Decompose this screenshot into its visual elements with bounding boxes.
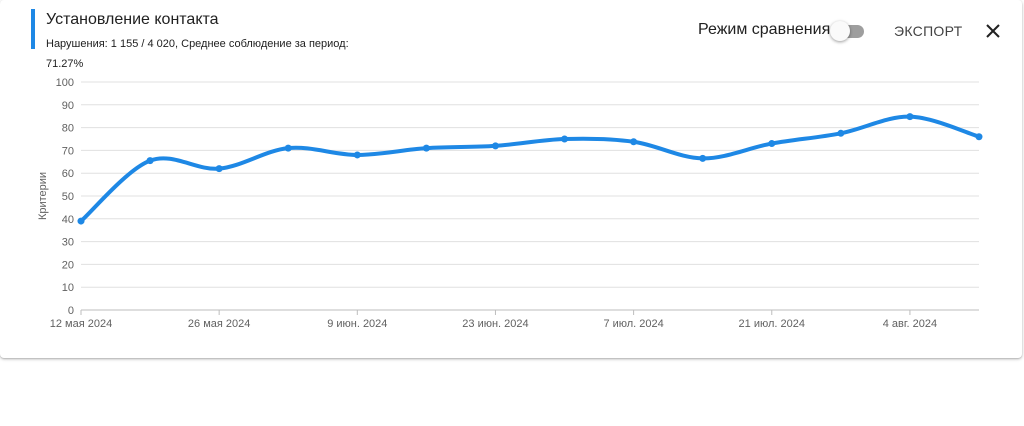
y-tick-label: 0	[68, 305, 74, 317]
data-point	[215, 165, 223, 173]
y-tick-label: 10	[62, 282, 74, 294]
compare-mode-label: Режим сравнения	[698, 21, 831, 38]
y-tick-label: 70	[62, 145, 74, 157]
data-point	[630, 138, 638, 146]
data-point	[284, 144, 292, 152]
y-axis-title: Критерии	[37, 172, 49, 220]
chart-card: Установление контакта Нарушения: 1 155 /…	[31, 9, 1004, 330]
y-tick-label: 100	[56, 77, 74, 89]
close-button[interactable]	[982, 20, 1004, 42]
data-point	[353, 151, 361, 159]
x-tick-label: 23 июн. 2024	[462, 318, 528, 330]
data-point	[906, 113, 914, 121]
data-point	[77, 217, 85, 225]
x-tick-label: 9 июн. 2024	[327, 318, 387, 330]
x-tick-label: 21 июл. 2024	[739, 318, 805, 330]
chart-summary: Нарушения: 1 155 / 4 020, Среднее соблюд…	[46, 38, 349, 70]
toggle-thumb	[830, 21, 850, 41]
data-point	[768, 140, 776, 148]
x-tick-label: 7 июл. 2024	[603, 318, 663, 330]
data-point	[975, 133, 983, 141]
x-tick-label: 12 мая 2024	[50, 318, 112, 330]
data-point	[837, 129, 845, 137]
x-tick-label: 4 авг. 2024	[883, 318, 937, 330]
data-point	[561, 135, 569, 143]
data-point	[146, 157, 154, 165]
data-point	[491, 142, 499, 150]
data-point	[422, 144, 430, 152]
compare-mode-toggle[interactable]	[830, 21, 866, 41]
chart-title: Установление контакта	[46, 11, 219, 28]
line-chart: 0 10 20 30 40 50 60 70 80 90 100 12 мая 2024 26 мая …	[37, 77, 983, 330]
y-tick-label: 20	[62, 259, 74, 271]
y-tick-label: 30	[62, 237, 74, 249]
close-icon	[986, 24, 1000, 38]
y-tick-label: 40	[62, 214, 74, 226]
title-accent-bar	[31, 9, 35, 49]
y-tick-label: 90	[62, 100, 74, 112]
data-point	[699, 154, 707, 162]
x-tick-label: 26 мая 2024	[188, 318, 250, 330]
export-button[interactable]: ЭКСПОРТ	[894, 23, 963, 39]
y-tick-label: 50	[62, 191, 74, 203]
y-tick-label: 60	[62, 168, 74, 180]
y-tick-label: 80	[62, 123, 74, 135]
